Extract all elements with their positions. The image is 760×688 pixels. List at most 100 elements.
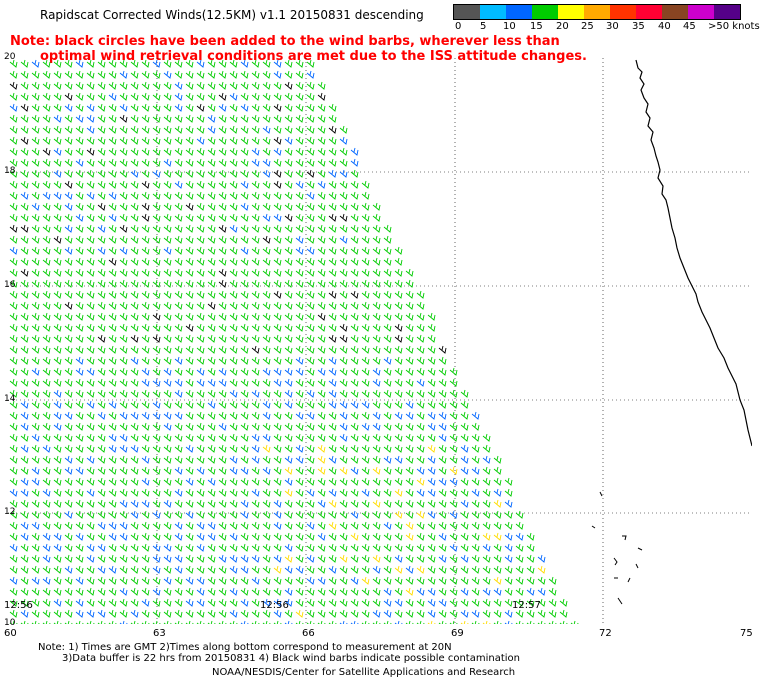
wind-barb	[361, 609, 370, 618]
wind-barb	[229, 136, 238, 145]
color-scale-label: 10	[503, 21, 516, 32]
wind-barb	[185, 257, 194, 266]
wind-barb	[86, 92, 95, 101]
wind-barb	[31, 301, 40, 310]
wind-barb	[119, 499, 128, 508]
wind-barb	[20, 290, 29, 299]
wind-barb	[141, 499, 150, 508]
wind-barb	[20, 180, 29, 189]
wind-barb	[405, 378, 414, 387]
wind-barb	[350, 224, 359, 233]
wind-barb	[284, 224, 293, 233]
wind-barb	[20, 147, 29, 156]
wind-barb	[97, 213, 106, 222]
color-scale-label: 30	[606, 21, 619, 32]
wind-barb	[141, 444, 150, 453]
wind-barb	[64, 169, 73, 178]
wind-barb	[416, 389, 425, 398]
wind-barb	[20, 191, 29, 200]
wind-barb	[218, 290, 227, 299]
wind-barb	[9, 389, 18, 398]
wind-barb	[9, 510, 18, 519]
wind-barb	[42, 609, 51, 618]
wind-barb	[284, 70, 293, 79]
wind-barb	[350, 477, 359, 486]
wind-barb	[372, 246, 381, 255]
wind-barb	[86, 334, 95, 343]
wind-barb	[31, 466, 40, 475]
wind-barb	[141, 103, 150, 112]
wind-barb	[218, 301, 227, 310]
wind-barb	[284, 499, 293, 508]
wind-barb	[42, 312, 51, 321]
wind-barb	[251, 422, 260, 431]
wind-barb	[75, 158, 84, 167]
wind-barb	[262, 246, 271, 255]
wind-barb	[31, 323, 40, 332]
wind-barb	[152, 466, 161, 475]
wind-barb	[185, 620, 194, 624]
wind-barb	[295, 213, 304, 222]
wind-barb	[350, 389, 359, 398]
wind-barb	[9, 169, 18, 178]
wind-barb	[163, 268, 172, 277]
wind-barb	[537, 598, 546, 607]
wind-barb	[185, 378, 194, 387]
wind-barb	[152, 477, 161, 486]
wind-barb	[251, 158, 260, 167]
wind-barb	[229, 554, 238, 563]
wind-barb	[185, 367, 194, 376]
wind-barb	[207, 103, 216, 112]
wind-barb	[361, 312, 370, 321]
wind-barb	[350, 422, 359, 431]
wind-barb	[427, 312, 436, 321]
wind-barb	[86, 367, 95, 376]
wind-barb	[185, 312, 194, 321]
wind-barb	[163, 488, 172, 497]
wind-barb	[163, 565, 172, 574]
wind-barb	[372, 565, 381, 574]
wind-barb	[31, 136, 40, 145]
wind-barb	[251, 334, 260, 343]
wind-barb	[372, 279, 381, 288]
wind-barb	[97, 334, 106, 343]
wind-barb	[119, 103, 128, 112]
wind-barb	[31, 235, 40, 244]
wind-barb	[9, 103, 18, 112]
wind-barb	[273, 103, 282, 112]
wind-barb	[251, 323, 260, 332]
wind-barb	[449, 422, 458, 431]
wind-barb	[141, 433, 150, 442]
wind-barb	[141, 400, 150, 409]
wind-barb	[273, 499, 282, 508]
wind-barb	[196, 301, 205, 310]
wind-barb	[416, 554, 425, 563]
wind-barb	[383, 565, 392, 574]
wind-barb	[31, 213, 40, 222]
wind-barb	[141, 334, 150, 343]
wind-barb	[130, 268, 139, 277]
wind-barb	[328, 202, 337, 211]
wind-barb	[504, 488, 513, 497]
wind-barb	[240, 81, 249, 90]
wind-barb	[262, 279, 271, 288]
wind-barb	[350, 356, 359, 365]
wind-barb	[460, 499, 469, 508]
wind-barb	[295, 444, 304, 453]
wind-barb	[339, 356, 348, 365]
wind-barb	[273, 488, 282, 497]
wind-barb	[295, 224, 304, 233]
wind-barb	[130, 477, 139, 486]
wind-barb	[427, 609, 436, 618]
wind-barb	[207, 609, 216, 618]
wind-barb	[317, 125, 326, 134]
wind-barb	[251, 620, 260, 624]
wind-barb	[273, 180, 282, 189]
wind-barb	[53, 103, 62, 112]
wind-barb	[207, 180, 216, 189]
wind-barb	[460, 609, 469, 618]
wind-barb	[119, 378, 128, 387]
wind-barb	[306, 279, 315, 288]
wind-barb	[251, 400, 260, 409]
wind-barb	[328, 389, 337, 398]
